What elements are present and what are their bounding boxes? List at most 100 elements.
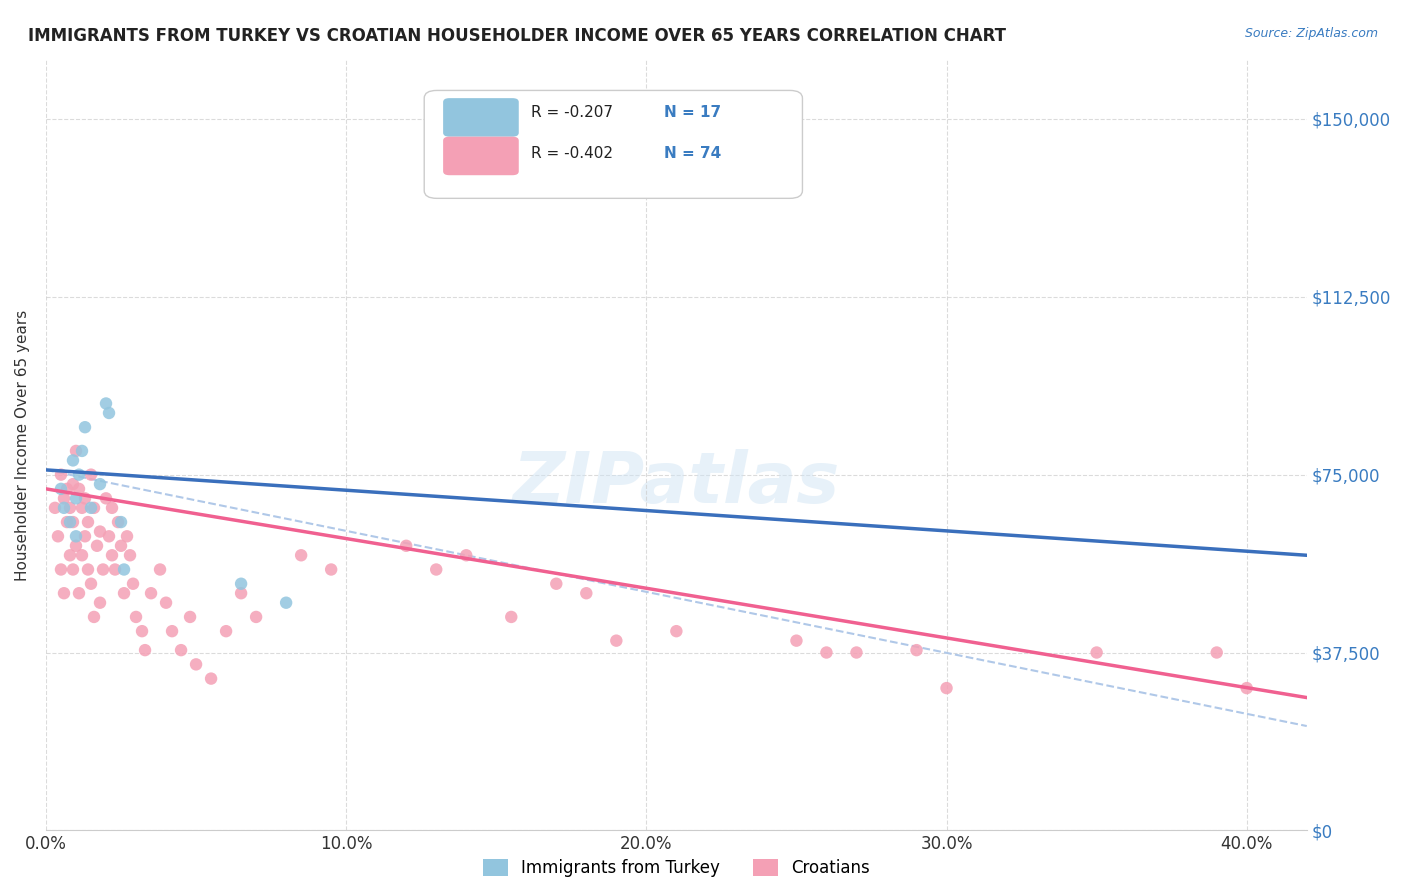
Point xyxy=(290,549,312,563)
Point xyxy=(49,482,72,496)
Point xyxy=(65,491,87,506)
Point xyxy=(115,529,138,543)
Point xyxy=(200,672,222,686)
Point xyxy=(67,467,90,482)
Point xyxy=(815,646,838,660)
Point xyxy=(46,529,69,543)
Point xyxy=(107,515,129,529)
Point xyxy=(49,467,72,482)
Point xyxy=(155,596,177,610)
Legend: Immigrants from Turkey, Croatians: Immigrants from Turkey, Croatians xyxy=(475,852,877,884)
Point xyxy=(80,467,103,482)
Point xyxy=(101,549,124,563)
Point xyxy=(86,539,108,553)
Point xyxy=(501,610,523,624)
Point xyxy=(605,633,627,648)
Point xyxy=(112,586,135,600)
Text: R = -0.207: R = -0.207 xyxy=(531,104,613,120)
Point xyxy=(53,491,76,506)
Point xyxy=(215,624,238,639)
Point xyxy=(395,539,418,553)
Point xyxy=(65,539,87,553)
Point xyxy=(149,562,172,576)
Point xyxy=(575,586,598,600)
Point xyxy=(53,500,76,515)
Point xyxy=(67,482,90,496)
Point xyxy=(125,610,148,624)
Text: IMMIGRANTS FROM TURKEY VS CROATIAN HOUSEHOLDER INCOME OVER 65 YEARS CORRELATION : IMMIGRANTS FROM TURKEY VS CROATIAN HOUSE… xyxy=(28,27,1007,45)
Point xyxy=(62,477,84,491)
Point xyxy=(59,515,82,529)
Point xyxy=(98,529,121,543)
Point xyxy=(94,396,117,410)
Point xyxy=(83,500,105,515)
Point xyxy=(112,562,135,576)
Point xyxy=(56,482,79,496)
Point xyxy=(83,610,105,624)
Point xyxy=(80,576,103,591)
Point xyxy=(104,562,127,576)
Point xyxy=(160,624,183,639)
Point xyxy=(425,562,447,576)
Point xyxy=(77,562,100,576)
Point xyxy=(321,562,343,576)
Point xyxy=(89,524,111,539)
Point xyxy=(91,562,114,576)
Point xyxy=(131,624,153,639)
Point xyxy=(229,576,252,591)
Point xyxy=(184,657,207,672)
Point xyxy=(1085,646,1108,660)
Point xyxy=(59,549,82,563)
Text: N = 74: N = 74 xyxy=(664,146,721,161)
Point xyxy=(276,596,298,610)
Point xyxy=(44,500,66,515)
Point xyxy=(80,500,103,515)
Point xyxy=(73,529,96,543)
Point xyxy=(1236,681,1258,695)
Point xyxy=(170,643,193,657)
Point xyxy=(89,596,111,610)
Point xyxy=(665,624,688,639)
FancyBboxPatch shape xyxy=(425,90,803,198)
Point xyxy=(905,643,928,657)
Y-axis label: Householder Income Over 65 years: Householder Income Over 65 years xyxy=(15,310,30,581)
Point xyxy=(59,500,82,515)
Point xyxy=(94,491,117,506)
Point xyxy=(229,586,252,600)
Text: N = 17: N = 17 xyxy=(664,104,721,120)
Point xyxy=(845,646,868,660)
Point xyxy=(110,515,132,529)
Point xyxy=(62,515,84,529)
Point xyxy=(62,453,84,467)
Point xyxy=(456,549,478,563)
Point xyxy=(935,681,957,695)
Point xyxy=(65,529,87,543)
Text: ZIPatlas: ZIPatlas xyxy=(513,449,839,518)
Point xyxy=(70,444,93,458)
Point xyxy=(53,586,76,600)
Point xyxy=(785,633,807,648)
Point xyxy=(70,500,93,515)
Point xyxy=(118,549,141,563)
Point xyxy=(245,610,267,624)
Point xyxy=(70,549,93,563)
Point xyxy=(56,515,79,529)
Point xyxy=(62,562,84,576)
Point xyxy=(67,586,90,600)
Point xyxy=(139,586,162,600)
Point xyxy=(65,444,87,458)
Point xyxy=(73,491,96,506)
Point xyxy=(73,420,96,434)
Point xyxy=(546,576,568,591)
Point xyxy=(98,406,121,420)
Point xyxy=(101,500,124,515)
FancyBboxPatch shape xyxy=(443,98,519,136)
Point xyxy=(1205,646,1227,660)
Point xyxy=(179,610,201,624)
FancyBboxPatch shape xyxy=(443,136,519,175)
Point xyxy=(49,562,72,576)
Text: R = -0.402: R = -0.402 xyxy=(531,146,613,161)
Point xyxy=(134,643,156,657)
Point xyxy=(122,576,145,591)
Text: Source: ZipAtlas.com: Source: ZipAtlas.com xyxy=(1244,27,1378,40)
